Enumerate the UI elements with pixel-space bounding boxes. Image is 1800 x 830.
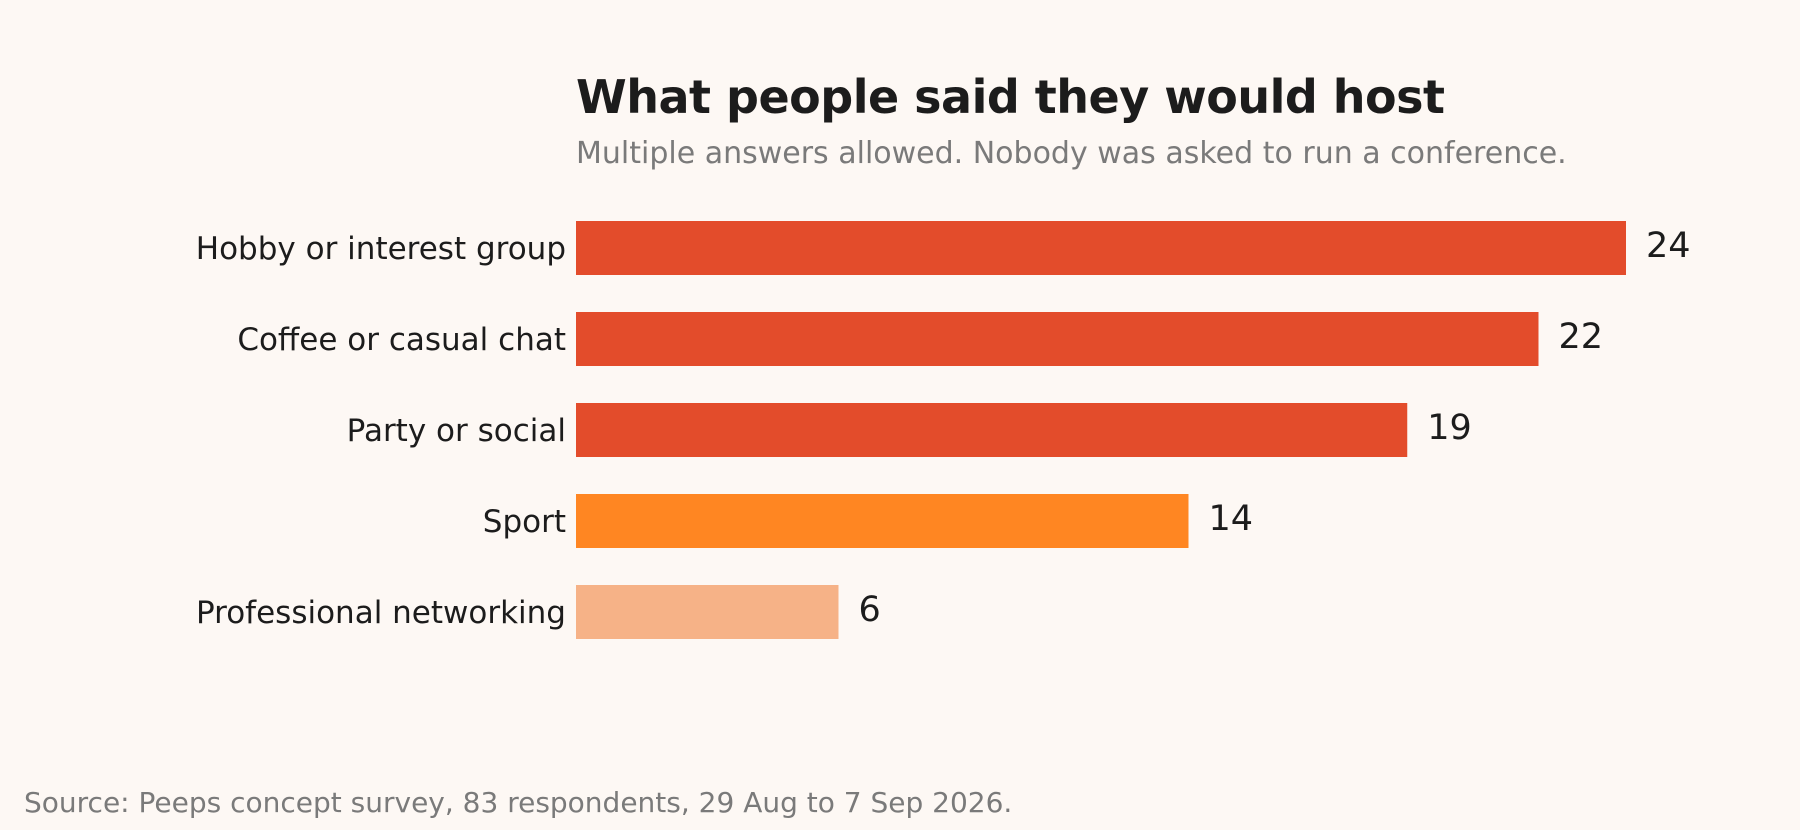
chart-subtitle: Multiple answers allowed. Nobody was ask… bbox=[576, 136, 1567, 171]
category-label: Party or social bbox=[347, 413, 566, 449]
category-label: Coffee or casual chat bbox=[237, 322, 566, 358]
category-label: Professional networking bbox=[196, 595, 566, 631]
value-label: 22 bbox=[1559, 317, 1604, 357]
source-note: Source: Peeps concept survey, 83 respond… bbox=[24, 786, 1013, 819]
bar-4 bbox=[576, 585, 839, 639]
bar-1 bbox=[576, 312, 1539, 366]
bar-2 bbox=[576, 403, 1408, 457]
value-label: 19 bbox=[1427, 408, 1472, 448]
bar-0 bbox=[576, 221, 1626, 275]
value-label: 14 bbox=[1209, 499, 1254, 539]
bar-3 bbox=[576, 494, 1189, 548]
value-label: 24 bbox=[1646, 226, 1691, 266]
category-label: Hobby or interest group bbox=[196, 231, 566, 267]
value-label: 6 bbox=[859, 590, 881, 630]
category-label: Sport bbox=[483, 504, 566, 540]
chart-title: What people said they would host bbox=[576, 70, 1445, 124]
